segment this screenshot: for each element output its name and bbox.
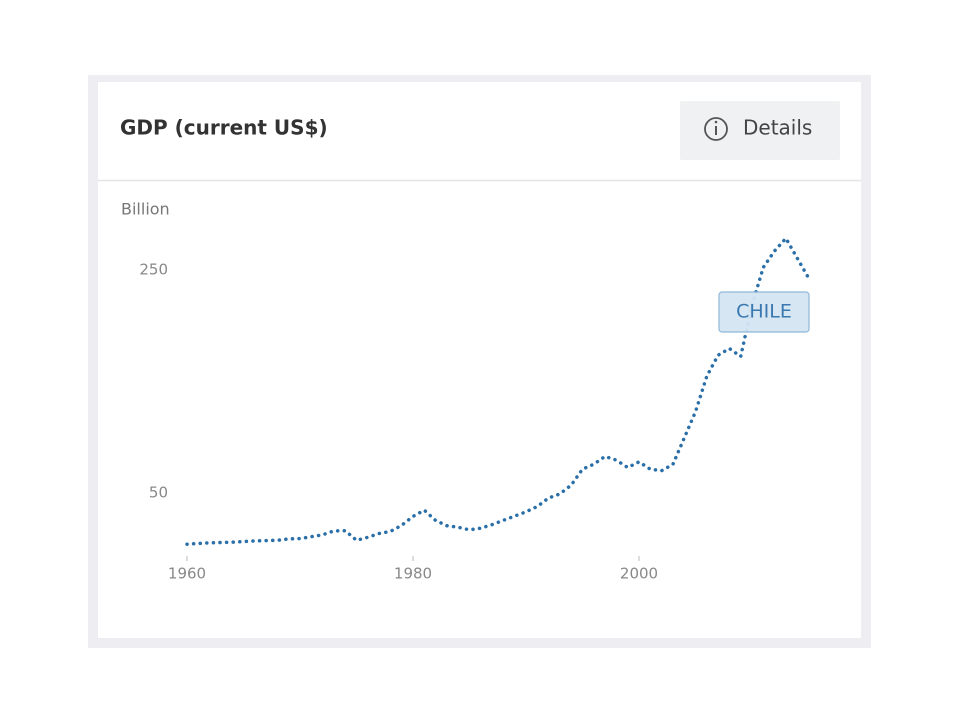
y-tick-label: 50 <box>149 483 168 501</box>
chart-title: GDP (current US$) <box>120 116 328 140</box>
x-tick-label: 1960 <box>168 565 206 583</box>
info-icon[interactable] <box>704 117 728 141</box>
button-bg[interactable] <box>680 101 840 160</box>
x-tick-label: 2000 <box>620 565 658 583</box>
y-axis-label: Billion <box>121 200 170 219</box>
button-label[interactable]: Details <box>743 116 812 140</box>
card <box>98 82 861 638</box>
series-line <box>185 235 811 546</box>
series-label: CHILE <box>736 301 792 323</box>
y-tick-label: 250 <box>139 260 168 278</box>
series-label-box <box>718 291 810 333</box>
info-icon-dot[interactable] <box>714 120 718 124</box>
x-tick-label: 1980 <box>394 565 432 583</box>
details-button[interactable]: Details <box>680 101 840 160</box>
